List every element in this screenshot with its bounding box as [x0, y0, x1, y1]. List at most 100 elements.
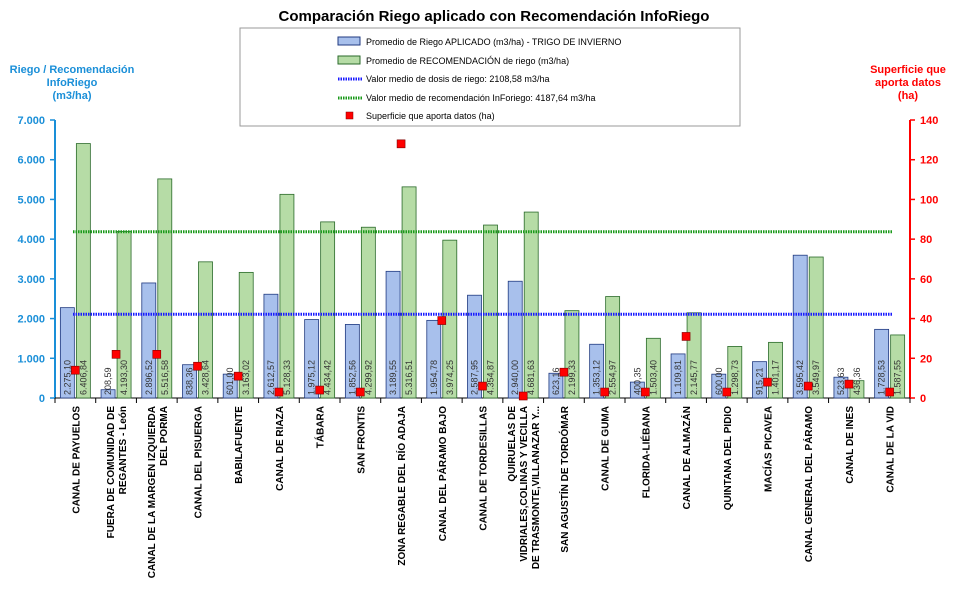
mean-lines: [73, 230, 892, 316]
bar-label-recomendacion: 3.428,64: [201, 360, 211, 395]
bar-label-recomendacion: 5.516,58: [160, 360, 170, 395]
legend-label-recomendacion: Promedio de RECOMENDACIÓN de riego (m3/h…: [366, 56, 569, 66]
bar-aplicado: [344, 324, 360, 399]
bar-label-recomendacion: 4.434,42: [323, 360, 333, 395]
category-label: MACÍAS PICAVEA: [762, 406, 775, 492]
left-tick-label: 3.000: [17, 274, 45, 286]
bar-label-aplicado: 208,59: [103, 367, 113, 395]
legend-marker-superficie: [345, 111, 354, 120]
bar-label-recomendacion: 3.163,02: [241, 360, 251, 395]
area-marker: [641, 387, 650, 397]
bar-label-aplicado: 600,00: [714, 367, 724, 395]
category-label: CANAL DE LA MARGEN IZQUIERDA: [147, 406, 158, 578]
category-label: REGANTES - León: [118, 406, 129, 494]
bar-recomendacion: [75, 143, 91, 399]
right-axis-title-line2: aporta datos: [875, 77, 941, 89]
area-marker: [559, 367, 569, 377]
right-tick-label: 0: [920, 393, 926, 405]
category-label: VIDRIALES,COLINAS Y VECILLA: [519, 406, 530, 562]
bar-aplicado: [507, 280, 523, 399]
area-marker: [274, 387, 284, 397]
bar-aplicado: [141, 282, 157, 399]
left-axis-title-line2: InfoRiego: [47, 77, 98, 89]
area-marker: [356, 387, 365, 397]
bar-value-labels: 2.275,10 6.406,84 208,59 4.193,30 2.896,52 5.…: [62, 360, 902, 395]
bar-label-recomendacion: 1.401,17: [771, 360, 781, 395]
area-marker: [233, 371, 243, 381]
bar-label-recomendacion: 4.299,92: [363, 360, 373, 395]
bar-recomendacion: [768, 341, 783, 399]
area-marker: [722, 387, 732, 397]
category-label: SAN FRONTIS: [356, 406, 367, 474]
bar-label-recomendacion: 2.199,33: [567, 360, 577, 395]
bar-aplicado: [589, 343, 605, 399]
category-label: ZONA REGABLE DEL RÍO ADAJA: [395, 406, 408, 566]
bar-aplicado: [385, 270, 401, 399]
bar-label-recomendacion: 3.974,25: [445, 360, 455, 395]
right-axis-title-line1: Superficie que: [870, 64, 946, 76]
bar-aplicado: [548, 372, 564, 399]
bar-recomendacion: [360, 226, 376, 399]
left-tick-label: 1.000: [17, 353, 45, 365]
bar-recomendacion: [523, 211, 539, 399]
legend-label-recomendacion-media: Valor medio de recomendación InForiego: …: [366, 93, 595, 103]
bar-label-aplicado: 623,16: [551, 367, 561, 395]
bar-recomendacion: [808, 256, 824, 399]
bar-label-aplicado: 1.353,12: [592, 360, 602, 395]
bar-label-aplicado: 2.896,52: [144, 360, 154, 395]
category-label: CANAL DE LA VID: [886, 406, 897, 493]
legend-swatch-recomendacion: [337, 55, 361, 65]
area-marker: [681, 332, 691, 341]
right-tick-label: 40: [920, 314, 932, 326]
bar-recomendacion: [727, 346, 743, 399]
bar-recomendacion: [605, 296, 621, 399]
right-tick-label: 120: [920, 155, 938, 167]
bar-label-recomendacion: 1.503,40: [648, 360, 658, 395]
left-tick-label: 0: [39, 393, 45, 405]
bar-label-aplicado: 2.275,10: [62, 360, 72, 395]
area-markers: [71, 139, 894, 401]
bar-label-aplicado: 1.954,78: [429, 360, 439, 395]
bar-label-recomendacion: 2.145,77: [689, 360, 699, 395]
right-tick-label: 20: [920, 353, 932, 365]
bar-label-aplicado: 1.728,53: [877, 360, 887, 395]
bar-label-recomendacion: 6.406,84: [78, 360, 88, 395]
bar-label-aplicado: 1.975,12: [307, 360, 317, 395]
bar-recomendacion: [849, 380, 865, 399]
bar-aplicado: [874, 328, 890, 399]
left-tick-label: 7.000: [17, 115, 45, 127]
category-label: CANAL DEL PÁRAMO BAJO: [436, 406, 449, 541]
bar-label-recomendacion: 4.354,87: [486, 360, 496, 395]
bar-label-recomendacion: 2.554,97: [608, 360, 618, 395]
bar-label-aplicado: 2.612,57: [266, 360, 276, 395]
bar-label-aplicado: 523,63: [836, 367, 846, 395]
bar-label-aplicado: 3.595,42: [795, 360, 805, 395]
area-marker: [763, 377, 772, 387]
left-tick-label: 2.000: [17, 314, 45, 326]
category-label: CANAL DE RIAZA: [275, 406, 286, 491]
area-marker: [193, 361, 202, 371]
category-label: CANAL DE INES: [845, 406, 856, 484]
category-label: DE TRASMONTE,VILLANAZAR Y...: [531, 406, 542, 569]
right-tick-label: 100: [920, 194, 938, 206]
area-marker: [844, 379, 854, 389]
bar-aplicado: [263, 293, 279, 399]
left-axis-title: Riego / Recomendación InfoRiego (m3/ha): [10, 64, 135, 102]
bar-label-recomendacion: 5.316,51: [404, 360, 414, 395]
right-tick-label: 140: [920, 115, 938, 127]
area-marker: [600, 387, 609, 397]
bar-recomendacion: [238, 271, 254, 399]
legend-label-aplicado: Promedio de Riego APLICADO (m3/ha) - TRI…: [366, 37, 621, 47]
area-marker: [71, 365, 80, 375]
bar-aplicado: [792, 254, 808, 399]
left-tick-label: 5.000: [17, 194, 45, 206]
bar-label-recomendacion: 436,36: [852, 367, 862, 395]
legend-box: [239, 27, 741, 127]
area-marker: [518, 391, 528, 401]
bar-recomendacion: [279, 193, 295, 399]
axes: 0 1.000 2.000 3.000 4.000 5.000 6.000 7.000 0 20 4…: [17, 115, 938, 405]
bar-label-aplicado: 2.940,00: [510, 360, 520, 395]
bar-label-aplicado: 3.189,55: [388, 360, 398, 395]
category-label: QUINTANA DEL PIDIO: [723, 406, 734, 510]
bar-label-recomendacion: 3.549,97: [811, 360, 821, 395]
